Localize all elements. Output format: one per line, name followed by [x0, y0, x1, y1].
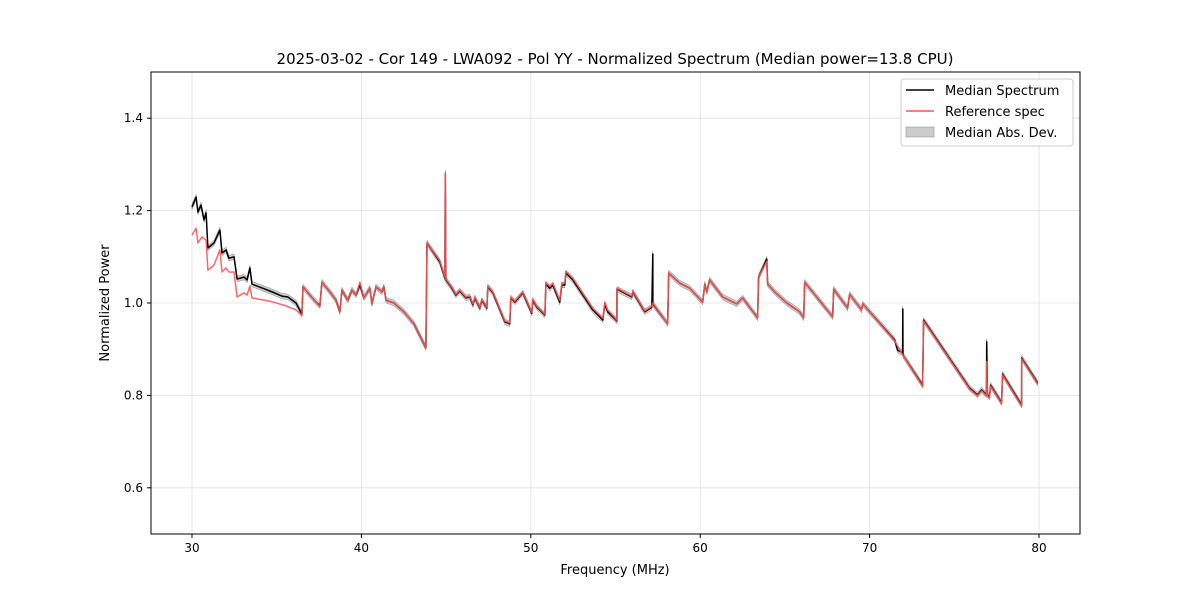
x-tick-label: 50 — [523, 541, 538, 555]
legend-median-label: Median Spectrum — [945, 84, 1059, 99]
x-tick-label: 40 — [354, 541, 369, 555]
y-axis-label: Normalized Power — [98, 244, 113, 362]
median-abs-dev-band — [191, 170, 1038, 409]
y-tick-label: 0.6 — [124, 481, 143, 495]
legend-box — [900, 78, 1074, 147]
legend-mad-label: Median Abs. Dev. — [945, 126, 1057, 141]
reference-spectrum-line — [191, 172, 1039, 407]
legend-reference-label: Reference spec — [945, 105, 1045, 120]
y-tick-label: 1.2 — [124, 204, 143, 218]
x-tick-label: 60 — [693, 541, 708, 555]
legend-mad-swatch — [905, 126, 935, 138]
x-axis-label: Frequency (MHz) — [560, 563, 669, 578]
grid — [151, 72, 1080, 534]
axis-ticks: 30 40 50 60 70 80 0.6 0.8 1.0 1.2 1.4 — [124, 111, 1047, 555]
x-tick-label: 70 — [862, 541, 877, 555]
legend: Median Spectrum Reference spec Median Ab… — [900, 78, 1074, 147]
x-tick-label: 80 — [1031, 541, 1046, 555]
y-tick-label: 1.4 — [124, 111, 143, 125]
y-tick-label: 1.0 — [124, 296, 143, 310]
x-tick-label: 30 — [184, 541, 199, 555]
chart-title: 2025-03-02 - Cor 149 - LWA092 - Pol YY -… — [277, 50, 954, 68]
y-tick-label: 0.8 — [124, 388, 143, 402]
